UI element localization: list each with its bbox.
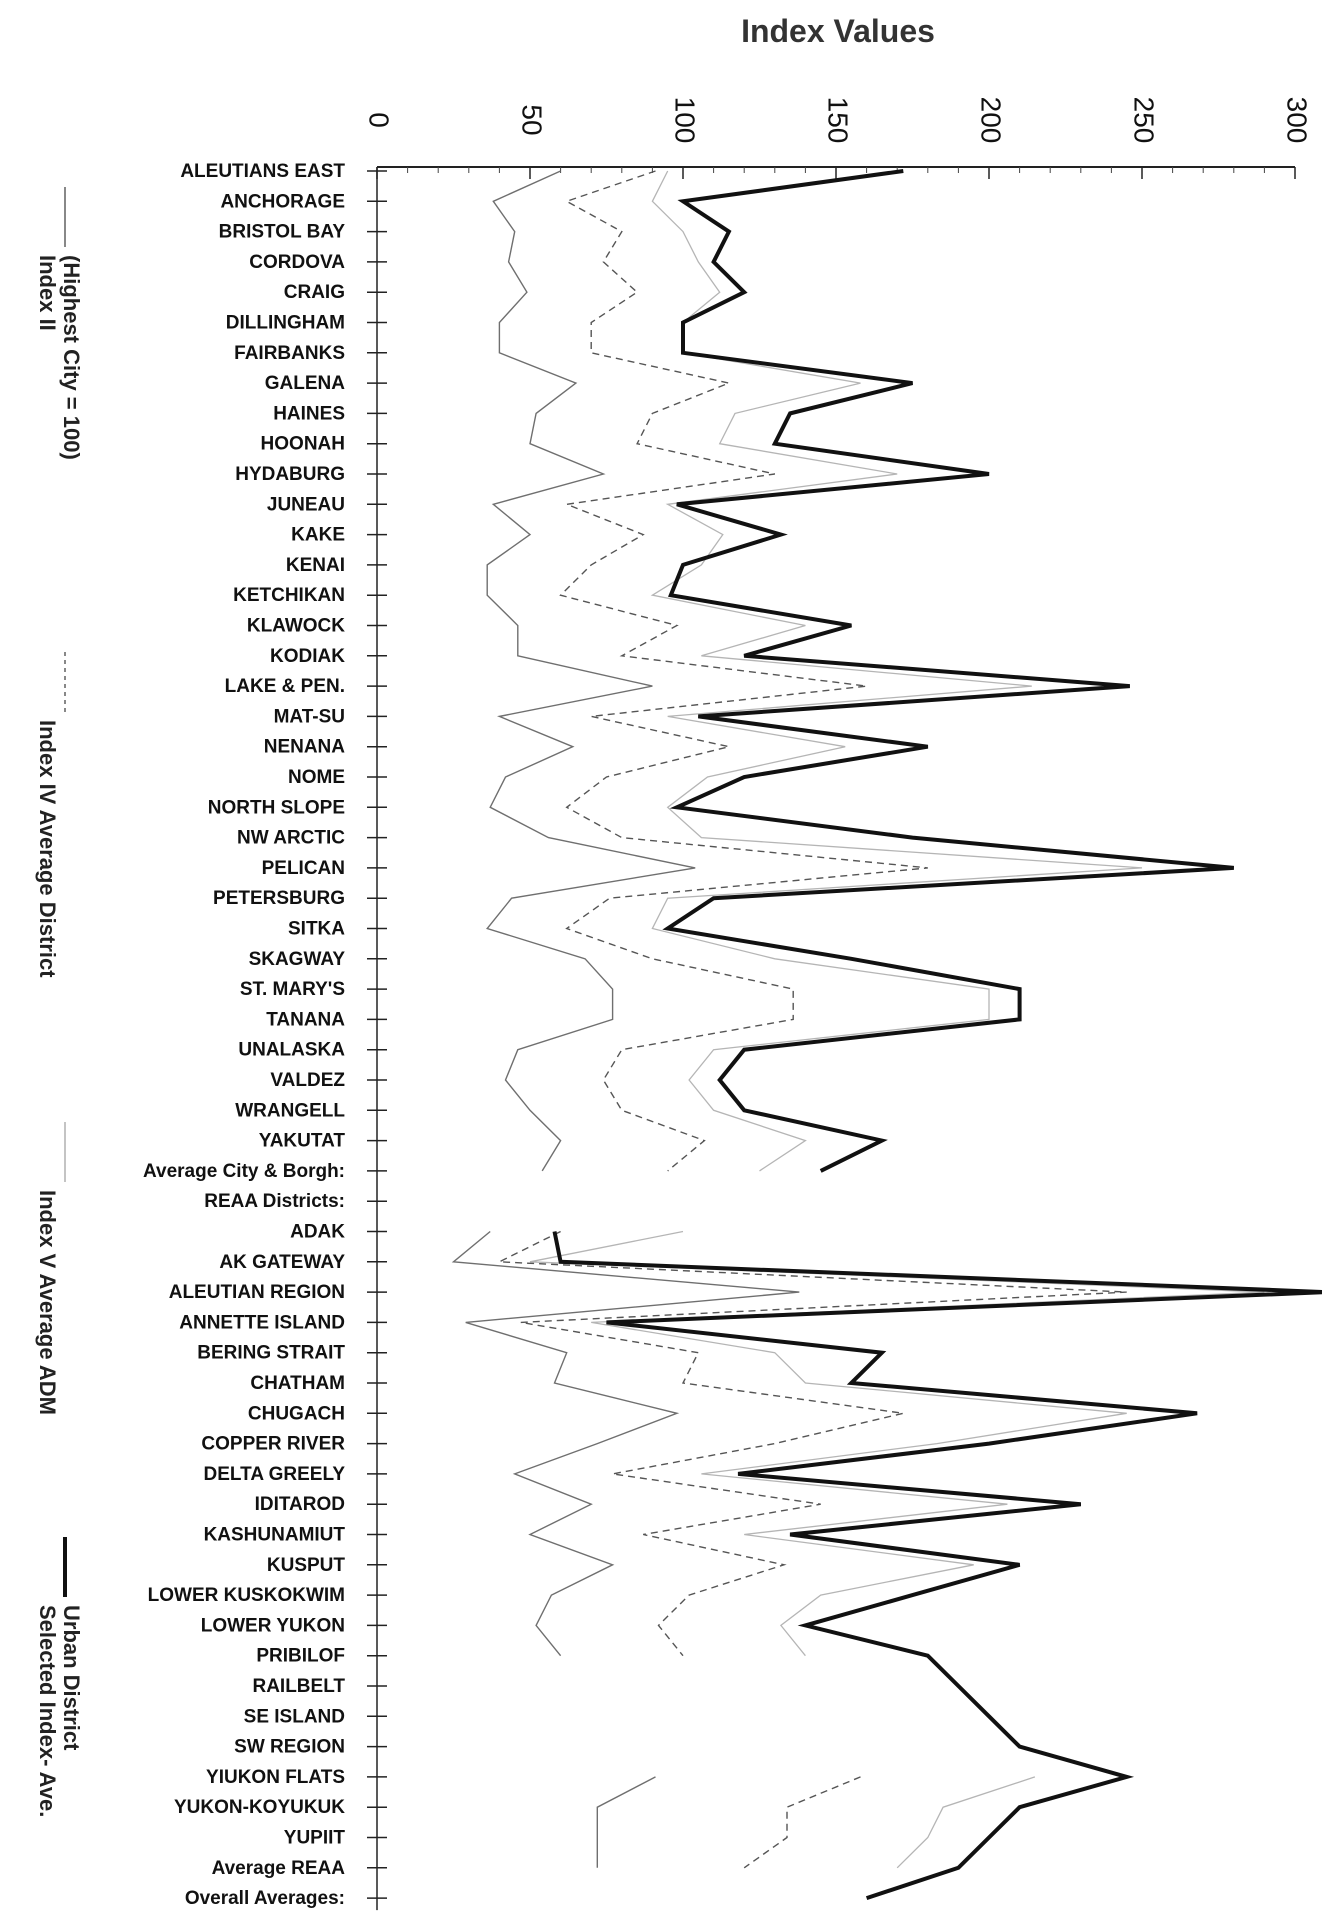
category-label: ALEUTIANS EAST — [180, 161, 345, 182]
category-label: NORTH SLOPE — [208, 797, 345, 818]
category-label: LOWER YUKON — [201, 1615, 345, 1636]
value-tick-label: 250 — [1129, 97, 1160, 144]
category-label: RAILBELT — [252, 1676, 345, 1697]
category-label: GALENA — [265, 373, 346, 394]
legend-label-line: (Highest City = 100) — [59, 255, 84, 460]
category-label: LAKE & PEN. — [225, 676, 345, 697]
category-label: PETERSBURG — [213, 888, 345, 909]
category-label: HOONAH — [261, 434, 345, 455]
category-label: SITKA — [288, 919, 345, 940]
category-label: COPPER RIVER — [201, 1434, 345, 1455]
category-label: KETCHIKAN — [233, 585, 345, 606]
category-label: ANNETTE ISLAND — [179, 1312, 345, 1333]
series-line-thick-solid — [662, 169, 1234, 1173]
category-label: WRANGELL — [235, 1100, 345, 1121]
category-label: FAIRBANKS — [234, 343, 345, 364]
legend-label-line: Index II — [35, 255, 60, 331]
category-label: KUSPUT — [267, 1555, 346, 1576]
category-label: JUNEAU — [267, 494, 345, 515]
category-label: MAT-SU — [274, 706, 345, 727]
legend-label-line: Urban District — [59, 1605, 84, 1751]
category-label: SW REGION — [234, 1737, 345, 1758]
category-labels: ALEUTIANS EAST ANCHORAGE BRISTOL BAY CORDOV… — [143, 161, 345, 1909]
category-label: REAA Districts: — [204, 1191, 345, 1212]
category-label: YUKON-KOYUKUK — [174, 1797, 345, 1818]
y-axis-title: Index Values — [741, 13, 935, 49]
value-tick-label: 0 — [364, 112, 395, 128]
category-label: Average REAA — [212, 1858, 346, 1879]
value-tick-label: 150 — [823, 97, 854, 144]
series-line-light-solid — [896, 1776, 1036, 1869]
category-label: PELICAN — [262, 858, 345, 879]
value-tick-label: 200 — [976, 97, 1007, 144]
category-label: KENAI — [286, 555, 345, 576]
series-line-light-solid — [529, 1230, 1265, 1657]
category-label: HAINES — [273, 403, 345, 424]
category-label: YUPIIT — [284, 1828, 346, 1849]
legend-label: Selected Index- Ave.Urban District — [35, 1605, 84, 1817]
category-label: CORDOVA — [249, 252, 345, 273]
series-line-dashed — [559, 170, 928, 1172]
value-tick-label: 100 — [670, 97, 701, 144]
legend-label: Index II(Highest City = 100) — [35, 255, 84, 460]
category-label: CRAIG — [284, 282, 345, 303]
category-label: DILLINGHAM — [226, 313, 345, 334]
legend: Index II(Highest City = 100) Index IV Ave… — [35, 187, 84, 1817]
category-label: KAKE — [291, 525, 345, 546]
category-label: TANANA — [266, 1009, 345, 1030]
category-label: ANCHORAGE — [220, 191, 345, 212]
category-label: KASHUNAMIUT — [204, 1525, 346, 1546]
category-label: BRISTOL BAY — [219, 222, 346, 243]
category-label: KODIAK — [270, 646, 345, 667]
series-line-thin-solid — [451, 1230, 800, 1657]
category-label: YAKUTAT — [259, 1131, 346, 1152]
category-label: ST. MARY'S — [240, 979, 345, 1000]
category-label: CHUGACH — [248, 1403, 345, 1424]
category-label: NW ARCTIC — [237, 828, 345, 849]
value-tick-label: 300 — [1282, 97, 1313, 144]
category-label: SE ISLAND — [244, 1706, 345, 1727]
series-line-thick-solid — [552, 1231, 1322, 1900]
category-label: YIUKON FLATS — [206, 1767, 345, 1788]
category-label: NOME — [288, 767, 345, 788]
category-label: Overall Averages: — [185, 1888, 345, 1909]
category-label: LOWER KUSKOKWIM — [148, 1585, 345, 1606]
category-label: AK GATEWAY — [219, 1252, 345, 1273]
category-label: SKAGWAY — [249, 949, 346, 970]
legend-label-line: Selected Index- Ave. — [35, 1605, 60, 1817]
category-label: ADAK — [290, 1222, 345, 1243]
category-label: CHATHAM — [250, 1373, 345, 1394]
series-line-thin-solid — [486, 170, 696, 1172]
category-label: HYDABURG — [235, 464, 345, 485]
legend-label: Index V Average ADM — [35, 1190, 60, 1415]
series-line-dashed — [743, 1776, 861, 1869]
category-label: NENANA — [264, 737, 346, 758]
series-line-light-solid — [650, 170, 1143, 1172]
category-label: IDITAROD — [255, 1494, 345, 1515]
axis-layer: 0 50 100 150 200 250 300 — [364, 97, 1313, 1911]
category-label: ALEUTIAN REGION — [169, 1282, 345, 1303]
category-label: Average City & Borgh: — [143, 1161, 345, 1182]
value-tick-label: 50 — [517, 104, 548, 135]
category-label: KLAWOCK — [247, 616, 345, 637]
category-label: BERING STRAIT — [197, 1343, 345, 1364]
series-line-dashed — [496, 1230, 1127, 1657]
category-label: PRIBILOF — [256, 1646, 345, 1667]
category-label: DELTA GREELY — [204, 1464, 346, 1485]
series-line-thin-solid — [596, 1776, 656, 1868]
series-layer — [451, 169, 1322, 1900]
legend-label: Index IV Average District — [35, 720, 60, 978]
category-label: UNALASKA — [238, 1040, 345, 1061]
category-label: VALDEZ — [270, 1070, 345, 1091]
